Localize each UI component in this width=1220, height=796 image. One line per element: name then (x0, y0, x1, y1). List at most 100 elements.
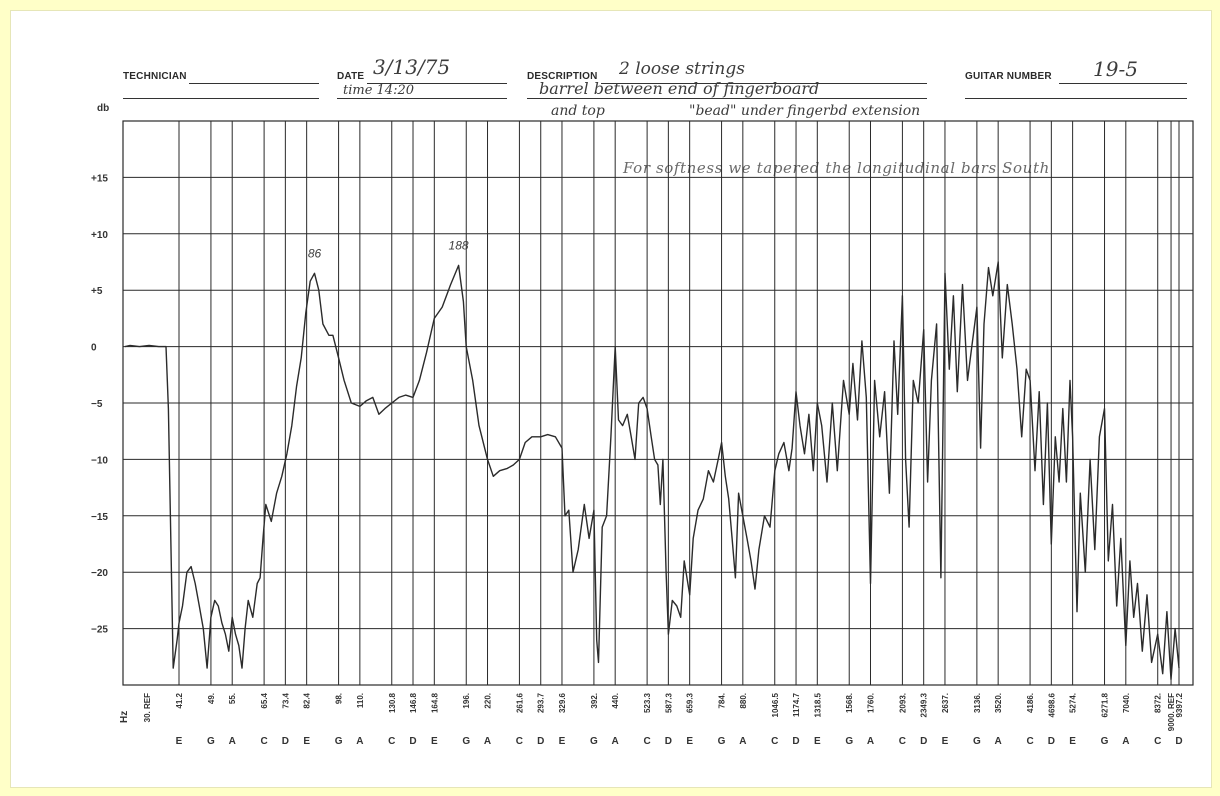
x-tick-note-label: A (1122, 736, 1129, 747)
description-label: DESCRIPTION (527, 71, 598, 82)
time-value: time 14:20 (343, 83, 414, 98)
description-field-line-2 (527, 98, 927, 99)
peak-label: 188 (449, 238, 469, 252)
x-tick-note-label: C (1154, 736, 1161, 747)
description-field (601, 83, 927, 84)
y-axis-label: db (97, 103, 109, 114)
x-tick-note-label: G (207, 736, 215, 747)
response-trace (124, 261, 1180, 681)
x-tick-freq-label: 4186. (1026, 693, 1035, 713)
x-tick-note-label: E (303, 736, 310, 747)
x-tick-freq-label: 82.4 (303, 692, 312, 708)
x-tick-note-label: C (643, 736, 650, 747)
x-tick-freq-label: 73.4 (281, 692, 290, 708)
x-tick-freq-label: 49. (207, 693, 216, 704)
x-tick-freq-label: 98. (335, 693, 344, 704)
x-tick-note-label: E (814, 736, 821, 747)
x-axis-label: Hz (119, 711, 130, 723)
x-tick-freq-label: 164.8 (430, 692, 439, 713)
x-tick-freq-label: 1174.7 (792, 692, 801, 717)
x-tick-freq-label: 7040. (1122, 693, 1131, 713)
x-tick-freq-label: 9000. REF (1167, 693, 1176, 731)
date-value: 3/13/75 (373, 55, 451, 79)
x-tick-freq-label: 392. (590, 693, 599, 709)
x-tick-freq-label: 2349.3 (920, 692, 929, 717)
x-tick-note-label: D (537, 736, 544, 747)
y-tick-label: −25 (91, 625, 108, 636)
x-tick-freq-label: 6271.8 (1101, 692, 1110, 717)
x-tick-freq-label: 1760. (866, 693, 875, 713)
x-tick-freq-label: 1568. (845, 693, 854, 713)
x-tick-note-label: G (973, 736, 981, 747)
x-tick-note-label: D (282, 736, 289, 747)
x-tick-note-label: A (612, 736, 619, 747)
x-tick-note-label: E (686, 736, 693, 747)
x-tick-freq-label: 2093. (898, 693, 907, 713)
peak-label: 86 (308, 246, 322, 260)
x-tick-note-label: E (431, 736, 438, 747)
x-tick-freq-label: 41.2 (175, 692, 184, 708)
x-tick-freq-label: 880. (739, 693, 748, 709)
x-tick-freq-label: 55. (228, 693, 237, 704)
x-tick-note-label: A (995, 736, 1002, 747)
x-tick-note-label: G (1101, 736, 1109, 747)
x-tick-note-label: E (1069, 736, 1076, 747)
date-label: DATE (337, 71, 365, 82)
guitar-number-field-line-2 (965, 98, 1187, 99)
x-tick-freq-label: 130.8 (388, 692, 397, 713)
x-tick-note-label: E (942, 736, 949, 747)
x-tick-freq-label: 8372. (1154, 693, 1163, 713)
x-tick-freq-label: 146.8 (409, 692, 418, 713)
y-tick-label: +5 (91, 286, 103, 297)
x-tick-note-label: C (260, 736, 267, 747)
x-tick-freq-label: 293.7 (537, 692, 546, 713)
guitar-number-field (1059, 83, 1187, 84)
x-tick-note-label: E (176, 736, 183, 747)
x-tick-freq-label: 3136. (973, 693, 982, 713)
description-line-1: 2 loose strings (619, 59, 745, 79)
x-tick-note-label: A (867, 736, 874, 747)
x-tick-note-label: C (388, 736, 395, 747)
y-tick-label: 0 (91, 343, 97, 354)
x-tick-note-label: C (899, 736, 906, 747)
x-tick-note-label: A (229, 736, 236, 747)
technician-field (189, 83, 319, 84)
x-tick-note-label: C (771, 736, 778, 747)
y-tick-label: +10 (91, 230, 108, 241)
description-line-3: and top (551, 103, 605, 119)
x-tick-note-label: E (559, 736, 566, 747)
x-tick-freq-label: 4698.6 (1047, 692, 1056, 717)
frequency-response-chart: +15 +10 +5 0 −5 −10 −15 −20 −25 db Hz 30. REF 41.2 E 4… (91, 103, 1194, 747)
x-tick-note-label: G (335, 736, 343, 747)
y-tick-label: −20 (91, 568, 108, 579)
x-tick-note-label: A (739, 736, 746, 747)
x-tick-freq-label: 110. (356, 693, 365, 708)
technician-label: TECHNICIAN (123, 71, 187, 82)
x-tick-freq-label: 196. (462, 693, 471, 709)
x-tick-freq-label: 5274. (1069, 693, 1078, 713)
x-tick-note-label: C (1026, 736, 1033, 747)
technician-field-line-2 (123, 98, 319, 99)
guitar-number-value: 19-5 (1093, 57, 1138, 81)
x-tick-note-label: G (462, 736, 470, 747)
x-tick-note-label: D (1175, 736, 1182, 747)
y-tick-label: −15 (91, 512, 108, 523)
annotation-note: For softness we tapered the longitudinal… (623, 159, 1050, 177)
x-tick-freq-label: 2637. (941, 693, 950, 713)
description-line-3b: "bead" under fingerbd extension (689, 103, 921, 119)
x-tick-freq-label: 261.6 (515, 692, 524, 713)
x-tick-note-label: D (792, 736, 799, 747)
y-tick-label: −5 (91, 399, 103, 410)
x-tick-freq-label: 329.6 (558, 692, 567, 713)
response-sheet: TECHNICIAN DATE 3/13/75 time 14:20 DESCR… (10, 10, 1212, 788)
x-tick-freq-label: 440. (611, 693, 620, 709)
x-tick-freq-label: 1318.5 (813, 692, 822, 717)
x-tick-note-label: D (665, 736, 672, 747)
x-tick-note-label: G (590, 736, 598, 747)
x-tick-note-label: D (1048, 736, 1055, 747)
y-tick-label: +15 (91, 173, 108, 184)
date-field (367, 83, 507, 84)
x-tick-freq-label: 1046.5 (771, 692, 780, 717)
y-tick-label: −10 (91, 455, 108, 466)
x-tick-freq-label: 30. REF (143, 693, 152, 722)
